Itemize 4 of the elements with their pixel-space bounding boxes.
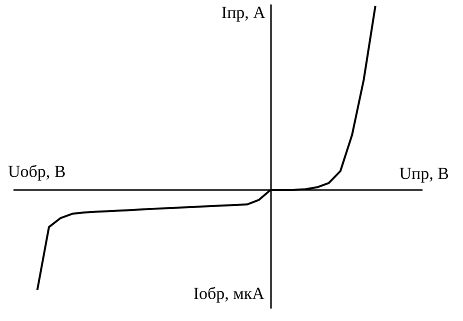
x-axis-title: Uпр, B [399, 164, 449, 184]
annotation: Uобр, B [8, 162, 66, 182]
annotation: Iобр, мкА [193, 284, 266, 303]
y-axis-title: Iпр, A [221, 3, 266, 22]
